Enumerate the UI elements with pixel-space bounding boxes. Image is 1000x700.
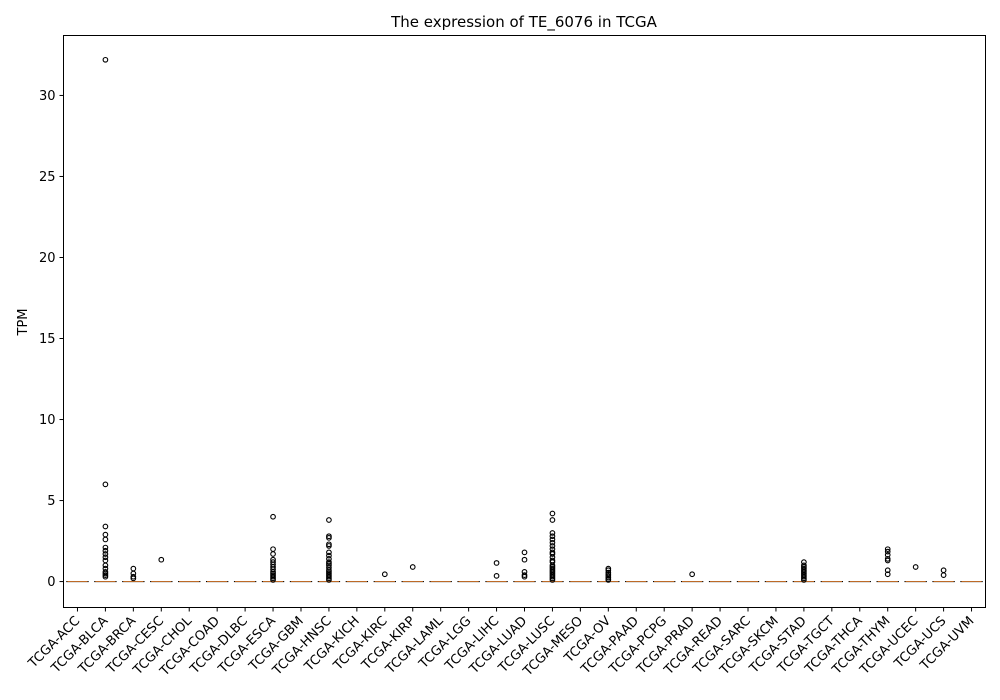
outlier-point: [549, 543, 556, 549]
y-tick-label: 25: [39, 170, 56, 185]
outlier-point: [884, 557, 891, 564]
outlier-point: [130, 575, 137, 582]
outlier-point: [326, 543, 332, 549]
outlier-point: [521, 549, 528, 556]
outlier-point: [326, 552, 332, 559]
outlier-point: [409, 564, 416, 570]
box-tcga-luad: [513, 549, 536, 583]
y-tick-label: 0: [47, 575, 55, 590]
outlier-point: [102, 56, 109, 63]
outlier-point: [102, 551, 109, 557]
outlier-point: [270, 551, 276, 557]
outlier-point: [102, 557, 109, 564]
box-tcga-stad: [792, 559, 816, 583]
outlier-point: [493, 573, 500, 579]
outlier-point: [326, 517, 332, 523]
x-axis: TCGA-ACCTCGA-BLCATCGA-BRCATCGA-CESCTCGA-…: [25, 607, 977, 680]
outlier-point: [884, 546, 891, 553]
outlier-point: [326, 534, 332, 541]
outlier-point: [326, 577, 332, 583]
outlier-point: [549, 517, 556, 523]
outlier-point: [549, 510, 556, 517]
y-tick-label: 5: [47, 494, 55, 509]
box-tcga-thym: [876, 546, 899, 583]
y-tick-label: 10: [39, 413, 56, 428]
outlier-point: [689, 571, 695, 578]
outlier-point: [940, 572, 947, 578]
outlier-point: [549, 530, 556, 536]
box-tcga-prad: [680, 571, 704, 583]
outlier-point: [884, 571, 891, 578]
outlier-point: [270, 513, 276, 520]
plot-frame: [63, 35, 986, 608]
outlier-point: [549, 536, 556, 543]
box-tcga-cesc: [150, 556, 173, 583]
outlier-point: [549, 551, 556, 557]
outlier-point: [270, 546, 276, 553]
box-tcga-ucec: [904, 564, 927, 583]
box-tcga-ov: [597, 565, 620, 583]
y-axis-label: TPM: [16, 309, 31, 337]
outlier-point: [102, 547, 109, 554]
outlier-point: [102, 544, 109, 551]
outlier-point: [912, 564, 919, 570]
box-tcga-kirp: [401, 564, 424, 583]
outlier-point: [493, 560, 500, 566]
y-axis: 0 5 10 15 20 25 30: [39, 89, 64, 590]
outlier-point: [549, 577, 556, 583]
plot-area: [66, 56, 983, 583]
box-tcga-ucs: [932, 567, 955, 583]
box-tcga-brca: [122, 565, 145, 583]
outlier-point: [158, 556, 165, 563]
chart-title: The expression of TE_6076 in TCGA: [390, 13, 657, 32]
outlier-point: [270, 577, 276, 583]
outlier-point: [381, 571, 388, 578]
outlier-point: [102, 562, 109, 569]
outlier-point: [801, 577, 807, 583]
outlier-point: [102, 481, 109, 488]
y-tick-label: 30: [39, 89, 56, 104]
outlier-point: [884, 548, 891, 555]
y-tick-label: 15: [39, 332, 56, 347]
box-tcga-lusc: [541, 510, 564, 583]
box-tcga-hnsc: [317, 517, 341, 583]
outlier-point: [521, 573, 528, 580]
box-tcga-lihc: [485, 560, 508, 583]
outlier-point: [326, 549, 332, 556]
outlier-point: [521, 556, 528, 563]
outlier-point: [102, 573, 109, 580]
outlier-point: [102, 523, 109, 530]
outlier-point: [130, 565, 137, 572]
outlier-point: [940, 567, 947, 574]
box-tcga-esca: [261, 513, 285, 583]
outlier-point: [102, 531, 109, 538]
outlier-point: [102, 536, 109, 543]
outlier-point: [102, 554, 109, 561]
outlier-point: [549, 539, 556, 546]
y-tick-label: 20: [39, 251, 56, 266]
box-tcga-blca: [94, 56, 117, 583]
box-tcga-kirc: [373, 571, 396, 583]
outlier-point: [549, 533, 556, 540]
outlier-point: [605, 577, 612, 583]
